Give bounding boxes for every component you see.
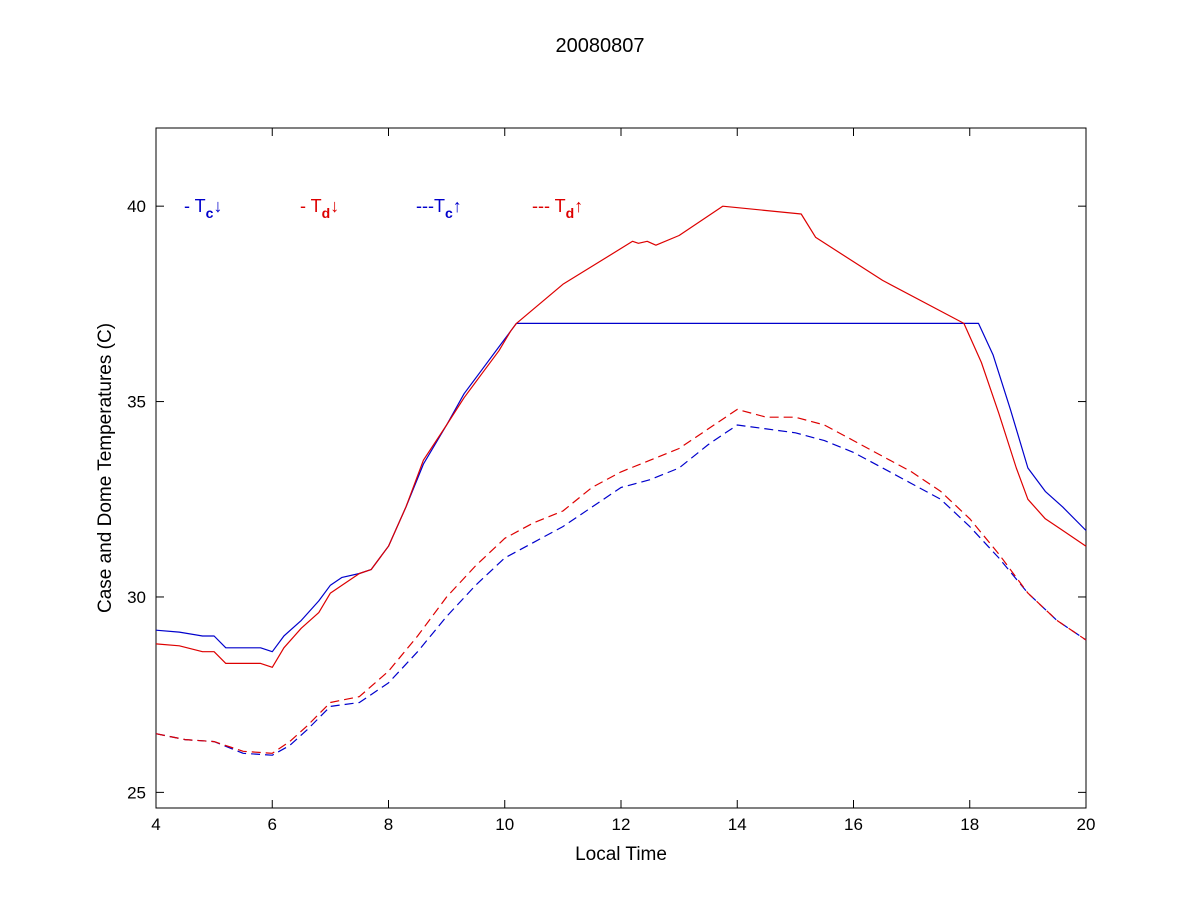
plot-area <box>155 127 1087 809</box>
x-tick-label: 12 <box>612 815 631 834</box>
x-axis: 4 6 8 10 12 14 16 18 20 <box>151 128 1095 834</box>
x-tick-label: 10 <box>495 815 514 834</box>
legend-entry-2: - Td↓ <box>300 196 339 221</box>
legend-entry-4: --- Td↑ <box>532 196 583 221</box>
y-axis: 25 30 35 40 <box>127 197 1086 802</box>
x-axis-label: Local Time <box>575 844 667 865</box>
x-tick-label: 16 <box>844 815 863 834</box>
legend-entry-3: ---Tc↑ <box>416 196 462 221</box>
x-tick-label: 6 <box>268 815 277 834</box>
chart-title: 20080807 <box>556 35 645 57</box>
x-tick-label: 8 <box>384 815 393 834</box>
y-tick-label: 25 <box>127 783 146 802</box>
series-line-3 <box>155 424 1087 756</box>
y-axis-label: Case and Dome Temperatures (C) <box>95 323 116 613</box>
y-tick-label: 40 <box>127 197 146 216</box>
x-tick-label: 14 <box>728 815 747 834</box>
x-tick-label: 20 <box>1077 815 1096 834</box>
x-tick-label: 18 <box>960 815 979 834</box>
legend: - Tc↓ - Td↓ ---Tc↑ --- Td↑ <box>184 196 583 221</box>
x-tick-label: 4 <box>151 815 160 834</box>
series-line-1 <box>155 322 1087 653</box>
series-layer <box>155 205 1087 756</box>
series-line-2 <box>155 205 1087 668</box>
legend-entry-1: - Tc↓ <box>184 196 222 221</box>
series-line-4 <box>155 408 1087 754</box>
y-tick-label: 30 <box>127 588 146 607</box>
y-tick-label: 35 <box>127 393 146 412</box>
